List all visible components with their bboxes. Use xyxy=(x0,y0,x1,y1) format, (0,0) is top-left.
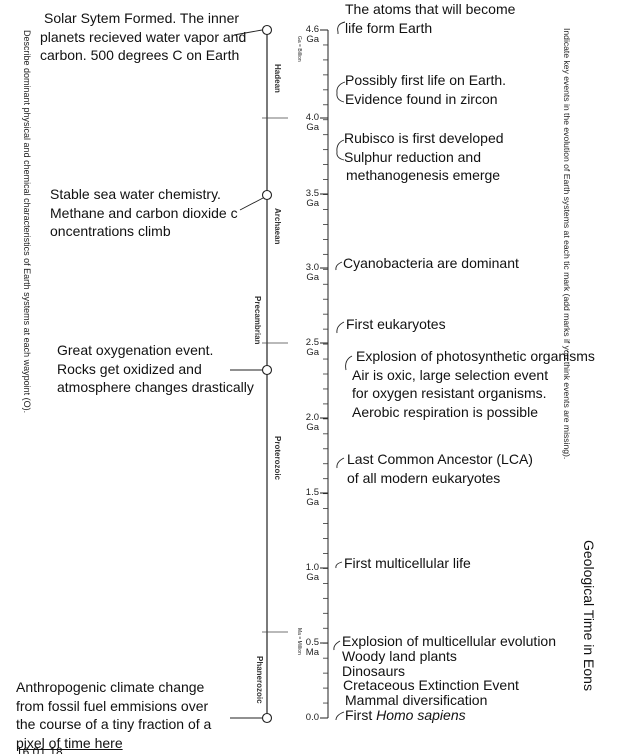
tick-value: 3.5 xyxy=(305,188,319,199)
tick-unit: Ga xyxy=(306,572,319,583)
event-9: Explosion of multicellular evolution Woo… xyxy=(342,633,556,723)
eon-proterozoic: Proterozoic xyxy=(273,436,282,481)
tick-value: 4.6 xyxy=(305,24,319,35)
eon-phanerozoic: Phanerozoic xyxy=(255,656,264,704)
event-9-last: First Homo sapiens xyxy=(345,706,466,723)
tick-label: 0.5 Ma xyxy=(293,638,319,658)
waypoint-4 xyxy=(261,712,273,724)
event-7: Last Common Ancestor (LCA) of all modern… xyxy=(347,451,533,486)
tick-unit: Ga xyxy=(306,272,319,283)
tick-label: 0.0 xyxy=(293,713,319,723)
waypoint-1 xyxy=(261,24,273,36)
tick-unit: Ma xyxy=(305,647,319,658)
footer-date: 16.01.18 xyxy=(16,747,63,754)
tick-label: 3.5 Ga xyxy=(293,189,319,209)
event-3: Rubisco is first developed Sulphur reduc… xyxy=(344,130,504,183)
event-5: First eukaryotes xyxy=(346,316,446,332)
tick-unit: Ga xyxy=(306,422,319,433)
event-4: Cyanobacteria are dominant xyxy=(343,255,519,271)
tick-value: 0.5 xyxy=(305,637,319,648)
tick-label: 4.6 Ga xyxy=(293,25,319,45)
tick-label: 2.0 Ga xyxy=(293,413,319,433)
tick-label: 1.5 Ga xyxy=(293,488,319,508)
event-2: Possibly first life on Earth. Evidence f… xyxy=(345,72,507,107)
tick-unit: Ga xyxy=(306,122,319,133)
scale-ticks xyxy=(320,29,328,719)
eon-archaean: Archaean xyxy=(273,208,282,245)
eon-hadean: Hadean xyxy=(273,64,282,93)
waypoint-note-1: Solar Sytem Formed. The inner planets re… xyxy=(40,10,247,63)
unit-note-ga: Ga = Billion xyxy=(296,36,302,62)
tick-unit: Ga xyxy=(306,497,319,508)
waypoint-3 xyxy=(261,364,273,376)
tick-unit: Ga xyxy=(306,347,319,358)
waypoint-note-4: Anthropogenic climate change from fossil… xyxy=(16,679,212,751)
chart-title: Geological Time in Eons xyxy=(581,540,597,691)
tick-unit: Ga xyxy=(306,198,319,209)
tick-label: 4.0 Ga xyxy=(293,113,319,133)
tick-value: 3.0 xyxy=(305,262,319,273)
event-8: First multicellular life xyxy=(344,555,471,571)
tick-value: 1.0 xyxy=(305,562,319,573)
waypoint-note-2: Stable sea water chemistry. Methane and … xyxy=(50,186,238,239)
tick-label: 2.5 Ga xyxy=(293,338,319,358)
tick-label: 1.0 Ga xyxy=(293,563,319,583)
event-1: The atoms that will become life form Ear… xyxy=(345,1,516,36)
tick-value: 2.0 xyxy=(305,412,319,423)
tick-value: 2.5 xyxy=(305,337,319,348)
waypoint-note-3: Great oxygenation event. Rocks get oxidi… xyxy=(57,342,254,395)
event-6: Explosion of photosynthetic organisms Ai… xyxy=(352,348,595,420)
left-instruction: Describe dominant physical and chemical … xyxy=(22,30,32,414)
tick-unit: Ga xyxy=(306,34,319,45)
tick-value: 1.5 xyxy=(305,487,319,498)
eon-precambrian: Precambrian xyxy=(253,296,262,345)
tick-label: 3.0 Ga xyxy=(293,263,319,283)
tick-value: 4.0 xyxy=(305,112,319,123)
tick-value: 0.0 xyxy=(305,712,319,723)
unit-note-ma: Ma = Million xyxy=(296,628,302,655)
waypoint-2 xyxy=(261,189,273,201)
